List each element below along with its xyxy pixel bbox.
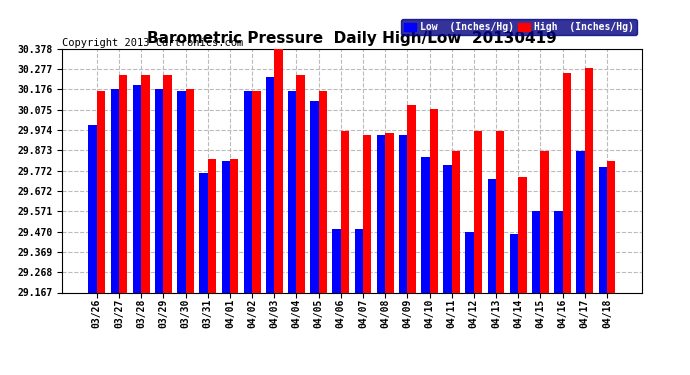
Legend: Low  (Inches/Hg), High  (Inches/Hg): Low (Inches/Hg), High (Inches/Hg) — [401, 20, 637, 35]
Bar — [598, 167, 607, 292]
Bar — [132, 85, 141, 292]
Bar — [474, 131, 482, 292]
Bar — [607, 161, 615, 292]
Bar — [540, 151, 549, 292]
Text: Copyright 2013 Cartronics.com: Copyright 2013 Cartronics.com — [62, 38, 244, 48]
Bar — [97, 91, 106, 292]
Bar — [363, 135, 371, 292]
Title: Barometric Pressure  Daily High/Low  20130419: Barometric Pressure Daily High/Low 20130… — [147, 31, 557, 46]
Bar — [355, 230, 363, 292]
Bar — [407, 105, 416, 292]
Bar — [584, 69, 593, 292]
Bar — [252, 91, 261, 292]
Bar — [88, 125, 97, 292]
Bar — [275, 48, 283, 292]
Bar — [421, 157, 429, 292]
Bar — [510, 234, 518, 292]
Bar — [288, 91, 297, 292]
Bar — [208, 159, 216, 292]
Bar — [554, 211, 562, 292]
Bar — [532, 211, 540, 292]
Bar — [221, 161, 230, 292]
Bar — [177, 91, 186, 292]
Bar — [488, 179, 496, 292]
Bar — [399, 135, 407, 292]
Bar — [429, 109, 438, 292]
Bar — [119, 75, 128, 292]
Bar — [319, 91, 327, 292]
Bar — [385, 133, 393, 292]
Bar — [496, 131, 504, 292]
Bar — [186, 88, 194, 292]
Bar — [333, 230, 341, 292]
Bar — [341, 131, 349, 292]
Bar — [452, 151, 460, 292]
Bar — [576, 151, 584, 292]
Bar — [518, 177, 526, 292]
Bar — [297, 75, 305, 292]
Bar — [141, 75, 150, 292]
Bar — [562, 72, 571, 292]
Bar — [377, 135, 385, 292]
Bar — [110, 88, 119, 292]
Bar — [230, 159, 238, 292]
Bar — [310, 100, 319, 292]
Bar — [443, 165, 452, 292]
Bar — [199, 173, 208, 292]
Bar — [155, 88, 164, 292]
Bar — [266, 76, 275, 292]
Bar — [466, 231, 474, 292]
Bar — [164, 75, 172, 292]
Bar — [244, 91, 252, 292]
